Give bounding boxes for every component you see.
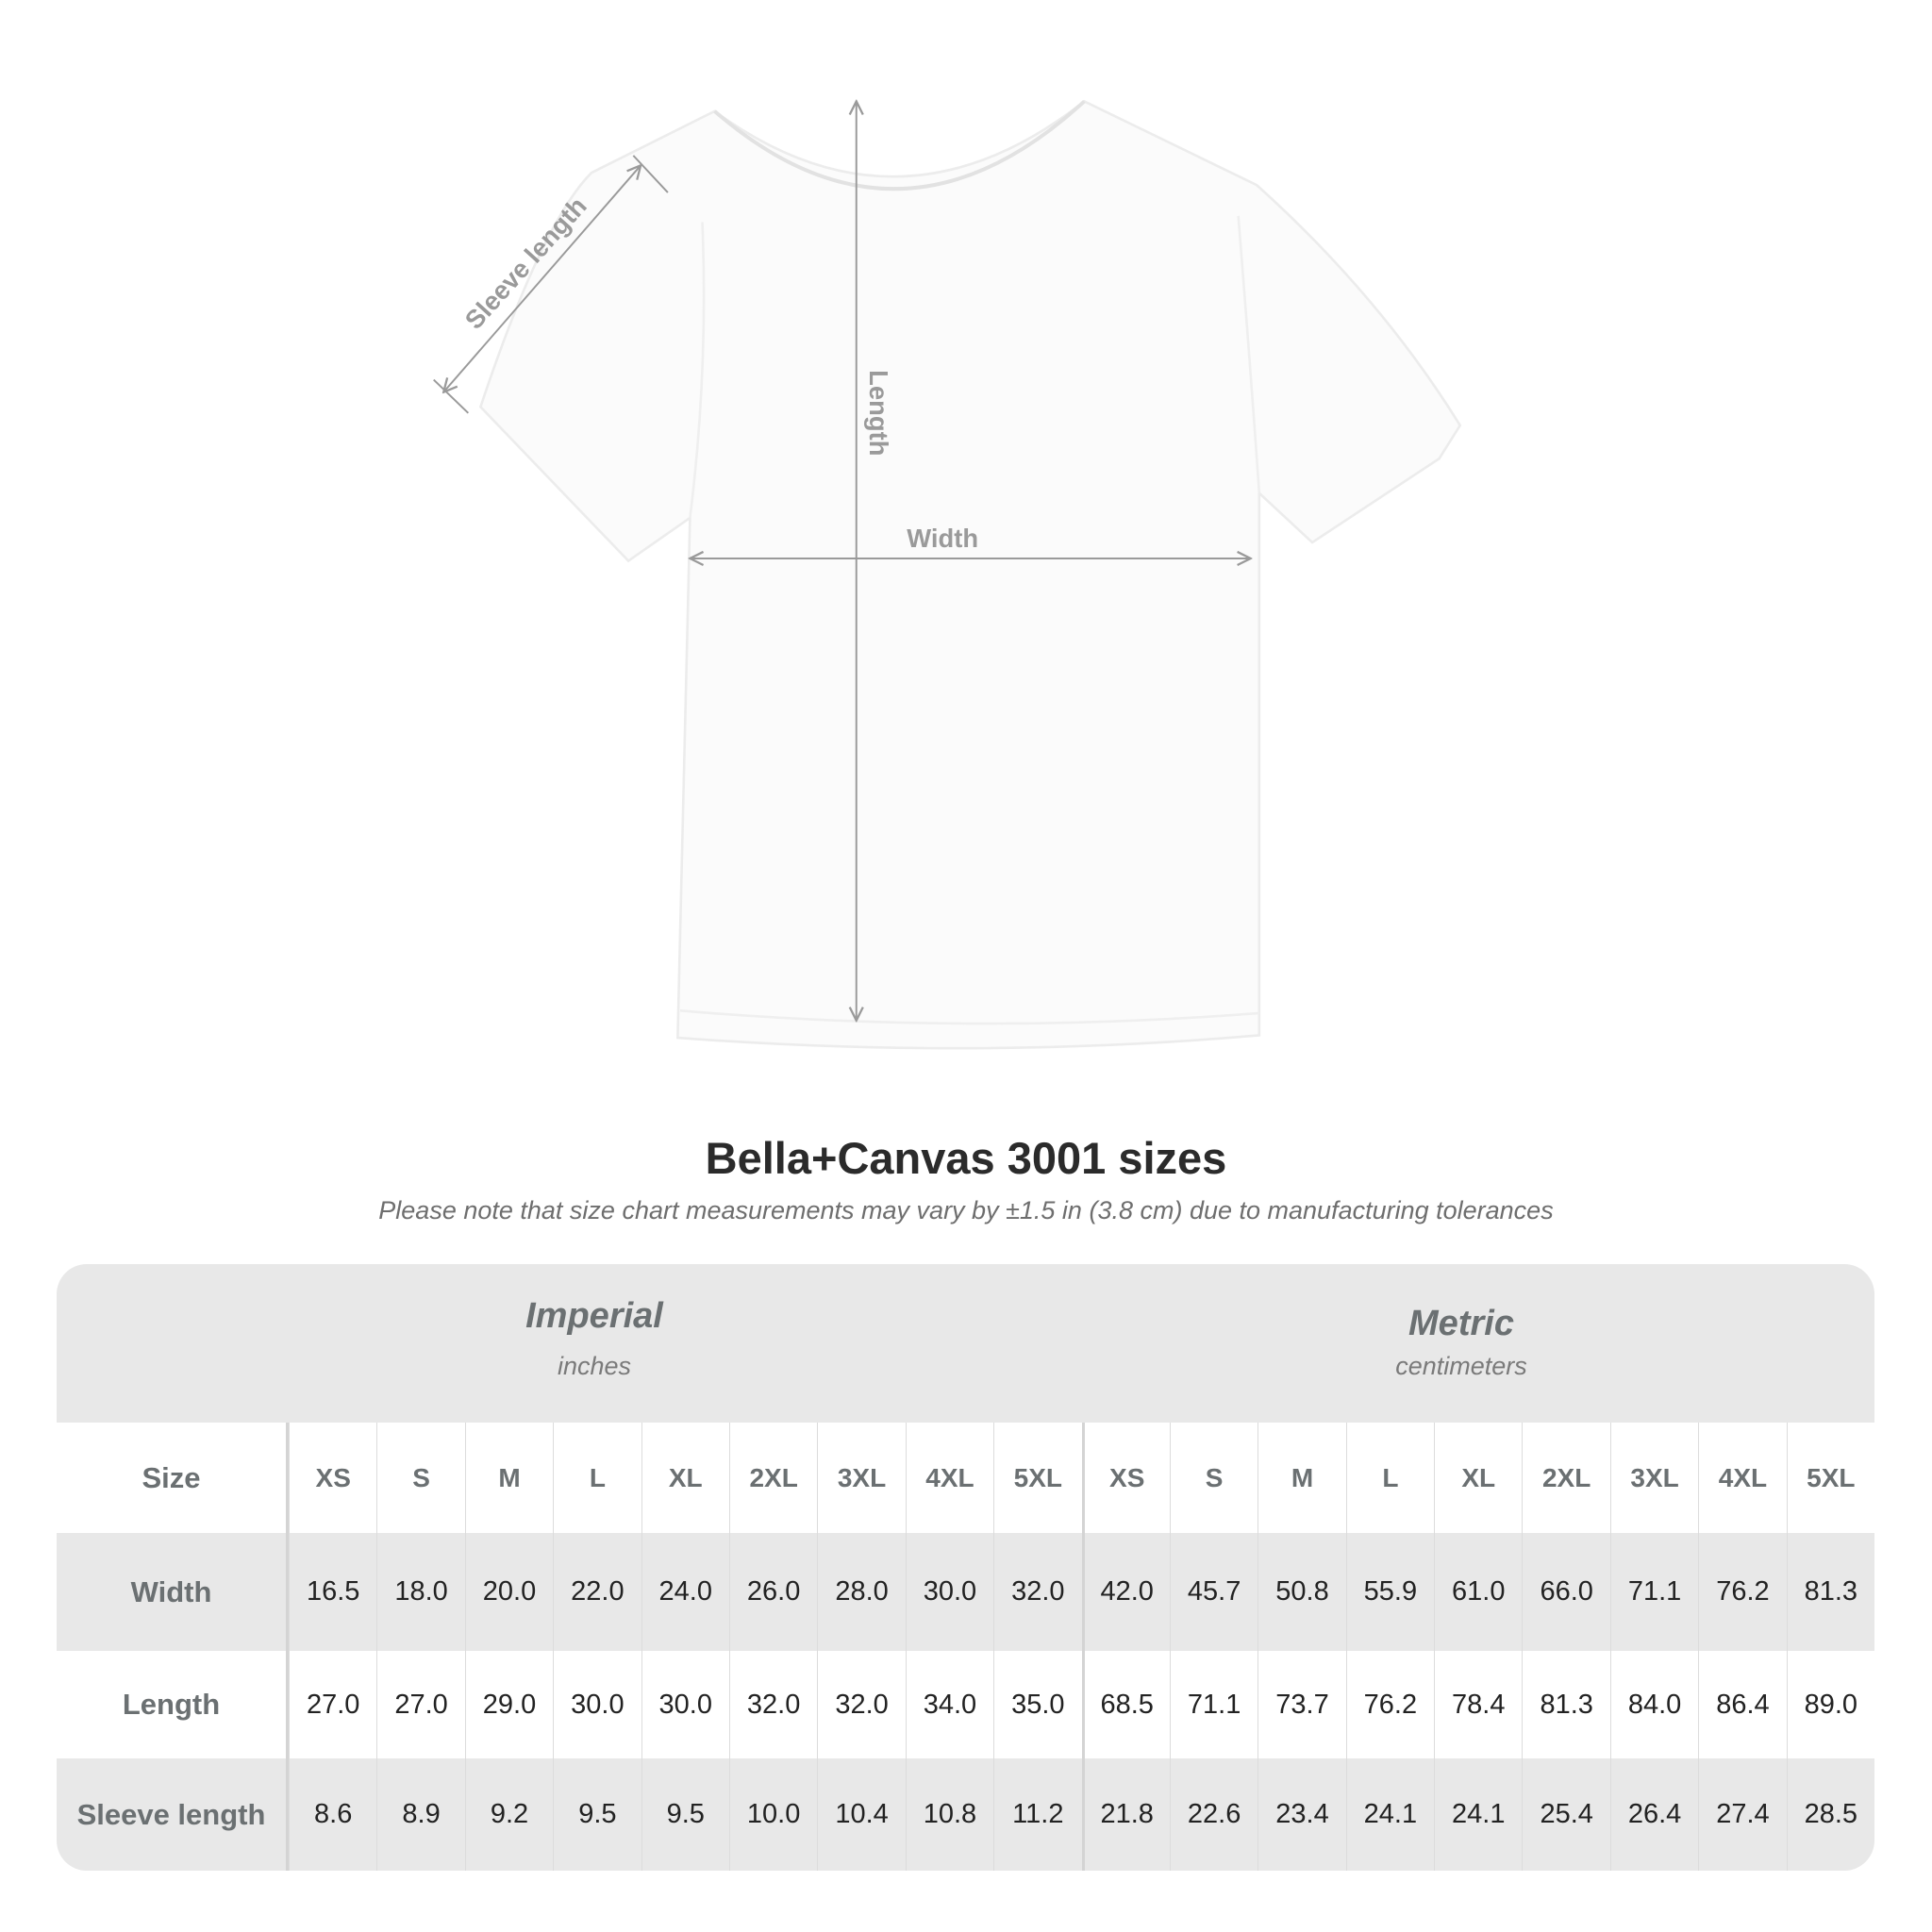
value-cell-metric: 76.2 [1698,1533,1786,1651]
value-cell-imperial: 32.0 [993,1533,1081,1651]
value-cell-imperial: 34.0 [905,1651,993,1758]
size-header-imperial: 5XL [993,1423,1081,1533]
value-cell-imperial: 10.0 [728,1758,817,1871]
value-cell-metric: 86.4 [1698,1651,1786,1758]
value-cell-metric: 23.4 [1257,1758,1345,1871]
value-cell-metric: 22.6 [1169,1758,1257,1871]
value-cell-imperial: 11.2 [993,1758,1081,1871]
size-header-imperial: 4XL [905,1423,993,1533]
value-cell-imperial: 10.4 [817,1758,905,1871]
value-cell-imperial: 9.2 [464,1758,553,1871]
row-label: Width [57,1533,289,1651]
value-cell-metric: 68.5 [1081,1651,1170,1758]
value-cell-imperial: 29.0 [464,1651,553,1758]
value-cell-imperial: 22.0 [553,1533,641,1651]
value-cell-metric: 76.2 [1345,1651,1434,1758]
value-cell-metric: 24.1 [1434,1758,1522,1871]
value-cell-metric: 61.0 [1434,1533,1522,1651]
metric-unit: centimeters [1395,1352,1527,1380]
value-cell-imperial: 32.0 [817,1651,905,1758]
value-cell-metric: 81.3 [1522,1651,1609,1758]
size-header-metric: S [1169,1423,1257,1533]
imperial-unit: inches [557,1352,632,1380]
size-header-imperial: XS [289,1423,376,1533]
value-cell-imperial: 10.8 [905,1758,993,1871]
value-cell-imperial: 8.9 [376,1758,464,1871]
value-cell-metric: 73.7 [1257,1651,1345,1758]
value-cell-metric: 78.4 [1434,1651,1522,1758]
row-label: Length [57,1651,289,1758]
value-cell-imperial: 24.0 [641,1533,729,1651]
tshirt-shape [478,99,1462,1050]
metric-title: Metric [1408,1304,1514,1343]
row-label: Sleeve length [57,1758,289,1871]
size-header-metric: 4XL [1698,1423,1786,1533]
value-cell-metric: 84.0 [1609,1651,1698,1758]
value-cell-imperial: 30.0 [641,1651,729,1758]
value-cell-metric: 24.1 [1345,1758,1434,1871]
length-label: Length [864,370,893,456]
row-label: Size [57,1423,289,1533]
value-cell-imperial: 35.0 [993,1651,1081,1758]
value-cell-metric: 21.8 [1081,1758,1170,1871]
table-row: Width 16.5 18.0 20.0 22.0 24.0 26.0 28.0 30.0 32.… [57,1533,1874,1651]
value-cell-metric: 71.1 [1169,1651,1257,1758]
value-cell-metric: 66.0 [1522,1533,1609,1651]
value-cell-metric: 89.0 [1786,1651,1874,1758]
value-cell-metric: 42.0 [1081,1533,1170,1651]
size-header-metric: 5XL [1786,1423,1874,1533]
table-row: Length 27.0 27.0 29.0 30.0 30.0 32.0 32.0 34.0 35… [57,1651,1874,1758]
value-cell-imperial: 30.0 [905,1533,993,1651]
metric-group: Metric centimeters [1278,1304,1644,1381]
size-header-row: Size XS S M L XL 2XL 3XL 4XL 5XL XS S M L XL 2XL 3XL 4XL 5… [57,1423,1874,1533]
size-header-imperial: 2XL [728,1423,817,1533]
size-header-imperial: M [464,1423,553,1533]
size-header-imperial: 3XL [817,1423,905,1533]
value-cell-metric: 45.7 [1169,1533,1257,1651]
imperial-title: Imperial [525,1296,663,1336]
imperial-group: Imperial inches [411,1296,777,1381]
value-cell-imperial: 32.0 [728,1651,817,1758]
width-label: Width [907,524,978,553]
value-cell-imperial: 27.0 [376,1651,464,1758]
size-header-metric: XS [1081,1423,1170,1533]
size-header-metric: 2XL [1522,1423,1609,1533]
value-cell-imperial: 27.0 [289,1651,376,1758]
value-cell-imperial: 20.0 [464,1533,553,1651]
value-cell-imperial: 8.6 [289,1758,376,1871]
value-cell-imperial: 16.5 [289,1533,376,1651]
sleeve-line [443,165,641,391]
value-cell-imperial: 26.0 [728,1533,817,1651]
value-cell-imperial: 18.0 [376,1533,464,1651]
size-header-imperial: L [553,1423,641,1533]
value-cell-metric: 55.9 [1345,1533,1434,1651]
value-cell-imperial: 30.0 [553,1651,641,1758]
value-cell-metric: 27.4 [1698,1758,1786,1871]
size-table: Imperial inches Metric centimeters Size X… [57,1264,1874,1871]
value-cell-metric: 28.5 [1786,1758,1874,1871]
value-cell-imperial: 9.5 [641,1758,729,1871]
size-header-metric: M [1257,1423,1345,1533]
size-header-imperial: XL [641,1423,729,1533]
value-cell-metric: 81.3 [1786,1533,1874,1651]
value-cell-metric: 26.4 [1609,1758,1698,1871]
size-header-metric: 3XL [1609,1423,1698,1533]
value-cell-imperial: 28.0 [817,1533,905,1651]
value-cell-metric: 25.4 [1522,1758,1609,1871]
tolerance-note: Please note that size chart measurements… [378,1196,1554,1224]
table-row: Sleeve length 8.6 8.9 9.2 9.5 9.5 10.0 10.4 10.8… [57,1758,1874,1871]
size-header-metric: L [1345,1423,1434,1533]
value-cell-metric: 50.8 [1257,1533,1345,1651]
page-title: Bella+Canvas 3001 sizes [705,1133,1227,1183]
value-cell-imperial: 9.5 [553,1758,641,1871]
tshirt-diagram: Length Width Sleeve length [433,0,1462,1050]
size-header-imperial: S [376,1423,464,1533]
value-cell-metric: 71.1 [1609,1533,1698,1651]
size-header-metric: XL [1434,1423,1522,1533]
